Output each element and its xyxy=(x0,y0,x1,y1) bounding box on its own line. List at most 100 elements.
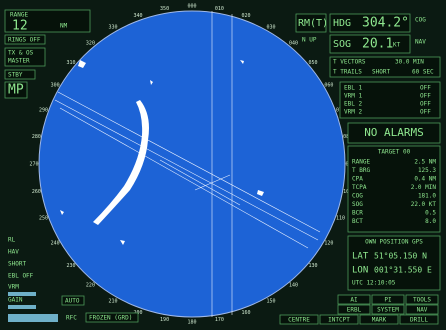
lat-value: 51°05.150 N xyxy=(374,252,427,261)
bearing-label: 240 xyxy=(51,241,60,247)
bearing-label: 040 xyxy=(289,40,298,46)
lon-value: 001°31.550 E xyxy=(374,266,432,275)
menu-button[interactable] xyxy=(405,294,439,305)
menu-button-label: ERBL xyxy=(347,306,362,313)
auto-button[interactable] xyxy=(61,295,85,306)
menu-button-label: AI xyxy=(350,296,358,303)
nav-text: NAV xyxy=(415,39,426,46)
bearing-label: 320 xyxy=(86,40,95,46)
menu-button[interactable] xyxy=(405,304,439,315)
ebl-text: EBL OFF xyxy=(8,273,34,280)
range-box xyxy=(4,9,91,33)
target-value: 22.0 KT xyxy=(411,201,437,208)
menu-button-label: PI xyxy=(384,296,392,303)
vrm-bar xyxy=(8,292,36,296)
bearing-label: 300 xyxy=(51,83,60,89)
sog-box xyxy=(329,34,411,54)
menu-button[interactable] xyxy=(371,304,405,315)
target-value: 125.3 xyxy=(418,167,436,174)
utc-text: UTC 12:10:05 xyxy=(352,280,396,287)
vector-value: 30.0 MIN xyxy=(395,59,424,66)
bearing-label: 250 xyxy=(39,216,48,222)
menu-button[interactable] xyxy=(279,314,319,325)
overlay-lines xyxy=(54,11,321,317)
bearing-label: 210 xyxy=(108,298,117,304)
mode-button[interactable] xyxy=(4,81,28,99)
menu-button-label: CENTRE xyxy=(288,316,310,323)
target-label: BCT xyxy=(352,218,363,225)
tune-bar xyxy=(8,314,58,322)
bearing-label: 230 xyxy=(66,263,75,269)
frozen-button[interactable] xyxy=(85,312,139,323)
land-echoes xyxy=(60,60,264,245)
bearing-label: 160 xyxy=(242,310,251,316)
stby-text: STBY xyxy=(8,72,23,79)
rfc-text: RFC xyxy=(66,315,77,322)
position-title: OWN POSITION GPS xyxy=(365,239,423,246)
trails-value: SHORT xyxy=(372,69,390,76)
target-label: RANGE xyxy=(352,159,370,166)
mode-box xyxy=(295,13,327,33)
hdg-label: HDG xyxy=(333,18,351,29)
menu-button-label: DRILL xyxy=(410,316,428,323)
menu-button[interactable] xyxy=(359,314,399,325)
sog-value: 20.1 xyxy=(362,37,393,52)
target-label: SOG xyxy=(352,201,363,208)
range-label: RANGE xyxy=(10,12,28,19)
menu-button[interactable] xyxy=(399,314,439,325)
vector-box xyxy=(329,56,441,78)
ebl-value: OFF xyxy=(420,109,431,116)
target-value: 0.4 NM xyxy=(414,176,436,183)
bearing-label: 290 xyxy=(39,107,48,113)
target-value: 8.0 xyxy=(425,218,436,225)
cog-text: COG xyxy=(415,17,426,24)
button-grid: AI PI TOOLS ERBL SYSTEM NAV CENTRE INTCPT MARK DR… xyxy=(279,294,439,325)
target-rows: RANGE 2.5 NM T BRG 125.3 CPA 0.4 NM TCPA 2.0 MI… xyxy=(352,159,436,226)
bearing-label: 260 xyxy=(32,189,41,195)
target-value: 2.5 NM xyxy=(414,159,436,166)
ebl-value: OFF xyxy=(420,101,431,108)
bearing-label: 310 xyxy=(66,60,75,66)
rings-text: RINGS OFF xyxy=(8,37,41,44)
tx-text: TX & OS xyxy=(8,50,34,57)
bearing-label: 340 xyxy=(133,13,142,19)
frozen-text: FROZEN (GRD) xyxy=(89,315,132,322)
hdg-box xyxy=(329,13,411,33)
gain-text: GAIN xyxy=(8,297,23,304)
bearing-label: 150 xyxy=(266,298,275,304)
bearing-label: 130 xyxy=(309,263,318,269)
target-label: CPA xyxy=(352,176,363,183)
menu-button[interactable] xyxy=(371,294,405,305)
rl-text: RL xyxy=(8,237,16,244)
bearing-label: 080 xyxy=(343,134,352,140)
bearing-label: 100 xyxy=(343,189,352,195)
auto-text: AUTO xyxy=(65,298,80,305)
position-box xyxy=(347,235,441,291)
bearing-label: 270 xyxy=(29,162,38,168)
menu-button[interactable] xyxy=(337,304,371,315)
stby-button[interactable] xyxy=(4,69,36,80)
ebl-list: EBL 1 OFF VRM 1 OFF EBL 2 OFF VRM 2 OFF xyxy=(344,85,431,116)
bearing-label: 180 xyxy=(187,320,196,326)
sog-unit: KT xyxy=(393,42,401,49)
rings-button[interactable] xyxy=(4,34,46,45)
ebl-box xyxy=(339,81,441,119)
ebl-value: OFF xyxy=(420,85,431,92)
menu-button-label: INTCPT xyxy=(328,316,350,323)
bearing-label: 140 xyxy=(289,283,298,289)
bearing-label: 220 xyxy=(86,283,95,289)
target-box xyxy=(347,145,441,233)
tx-button[interactable] xyxy=(4,47,46,67)
menu-button-label: MARK xyxy=(372,316,387,323)
ebl-label: VRM 2 xyxy=(344,109,362,116)
menu-button[interactable] xyxy=(319,314,359,325)
target-title: TARGET 00 xyxy=(378,149,411,156)
lat-label: LAT xyxy=(352,252,369,262)
bearing-label: 000 xyxy=(187,4,196,10)
alarm-text: NO ALARMS xyxy=(364,126,424,139)
vector-label: T VECTORS xyxy=(333,59,366,66)
menu-button[interactable] xyxy=(337,294,371,305)
bearing-label: 330 xyxy=(108,25,117,31)
range-value: 12 xyxy=(12,19,28,34)
